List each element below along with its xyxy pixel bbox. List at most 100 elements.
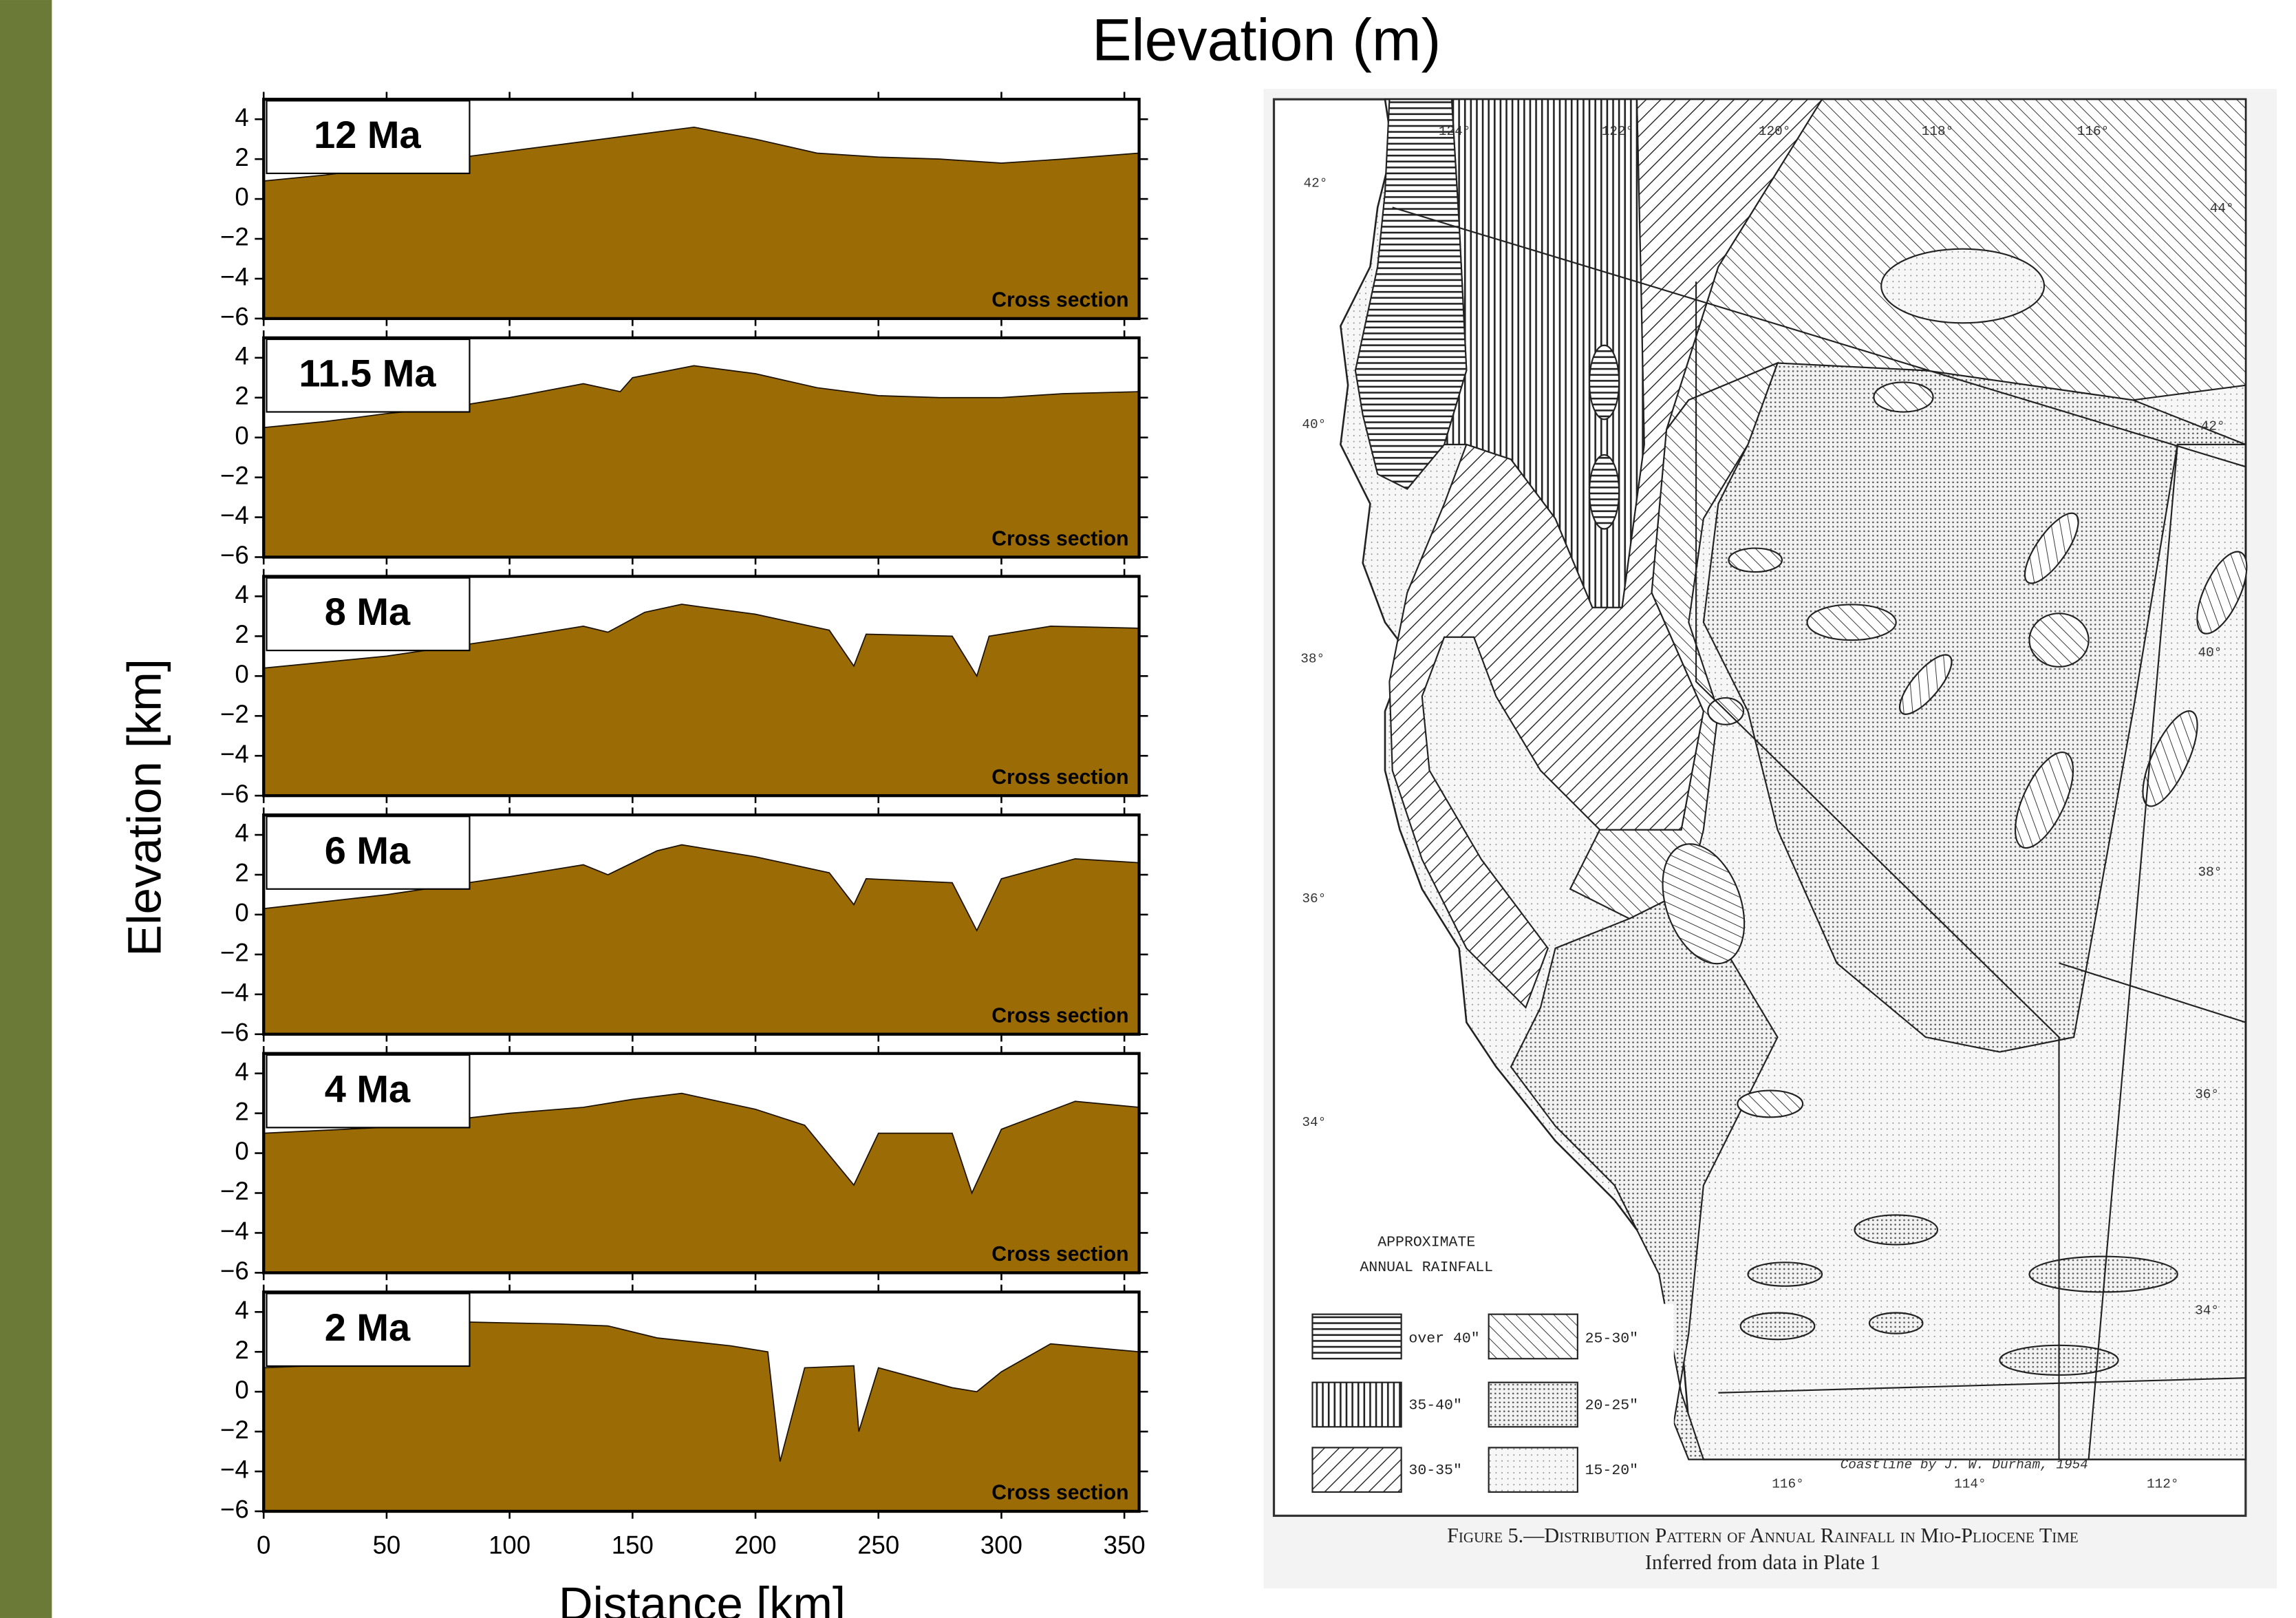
lat-label: 40°	[2198, 646, 2222, 661]
y-tick-label: 0	[235, 421, 248, 449]
lat-label: 34°	[2195, 1303, 2219, 1319]
map-credit: Coastline by J. W. Durham, 1954	[1841, 1458, 2088, 1473]
slide: Elevation (m) Elevation [km] Distance [k…	[0, 0, 2296, 1618]
x-tick-label: 300	[980, 1531, 1022, 1559]
legend-label: 25-30"	[1585, 1331, 1638, 1348]
y-tick-label: 0	[235, 899, 248, 927]
stripe-patch	[1589, 455, 1619, 529]
lat-label: 42°	[2201, 418, 2225, 434]
y-tick-label: 2	[235, 143, 248, 171]
y-tick-label: −6	[220, 1257, 249, 1285]
lat-label: 38°	[1300, 651, 1324, 666]
caption: Inferred from data in Plate 1	[1645, 1551, 1880, 1574]
lon-label: 116°	[1772, 1477, 1803, 1492]
y-tick-label: −2	[220, 1416, 249, 1444]
y-tick-label: 4	[235, 580, 248, 608]
y-tick-label: −4	[220, 978, 249, 1006]
lon-label: 122°	[1602, 124, 1633, 139]
lon-label: 116°	[2077, 124, 2109, 139]
legend-bg	[1318, 1215, 1541, 1289]
y-tick-label: −6	[220, 1018, 249, 1046]
y-tick-label: 0	[235, 1376, 248, 1404]
y-tick-label: −4	[220, 501, 249, 529]
lat-label: 36°	[2195, 1087, 2219, 1102]
y-tick-label: −6	[220, 1495, 249, 1524]
y-tick-label: −4	[220, 740, 249, 768]
x-tick-label: 150	[612, 1531, 654, 1559]
y-tick-label: −6	[220, 541, 249, 569]
lat-label: 38°	[2198, 864, 2222, 880]
y-tick-label: 4	[235, 342, 248, 370]
lat-label: 36°	[1302, 891, 1326, 906]
stripe-patch	[1589, 345, 1619, 420]
legend-swatch	[1489, 1314, 1578, 1359]
x-axis-label: Distance [km]	[559, 1577, 846, 1618]
caption: Figure 5.—Distribution Pattern of Annual…	[1447, 1524, 2079, 1547]
x-tick-label: 350	[1104, 1531, 1146, 1559]
lon-label: 112°	[2147, 1477, 2178, 1492]
y-tick-label: −4	[220, 263, 249, 291]
legend-label: 20-25"	[1585, 1397, 1638, 1414]
y-tick-label: 0	[235, 1137, 248, 1165]
panel-annotation: Cross section	[991, 1482, 1128, 1504]
lat-label: 44°	[2210, 201, 2234, 216]
panel-annotation: Cross section	[991, 1243, 1128, 1266]
panel-annotation: Cross section	[991, 766, 1128, 789]
legend-swatch	[1489, 1383, 1578, 1427]
slide-title: Elevation (m)	[1092, 7, 1441, 73]
side-bar	[0, 0, 52, 1618]
lon-label: 114°	[1954, 1477, 1986, 1492]
x-tick-label: 0	[257, 1531, 270, 1559]
x-tick-label: 200	[735, 1531, 777, 1559]
legend-label: over 40"	[1408, 1331, 1479, 1348]
x-tick-label: 250	[857, 1531, 899, 1559]
y-tick-label: 2	[235, 381, 248, 409]
y-tick-label: −2	[220, 223, 249, 251]
lat-label: 34°	[1302, 1115, 1326, 1130]
legend-swatch	[1489, 1447, 1578, 1492]
y-axis-label: Elevation [km]	[118, 659, 171, 957]
y-tick-label: −4	[220, 1217, 249, 1245]
lon-label: 120°	[1759, 124, 1790, 139]
y-tick-label: −2	[220, 700, 249, 728]
lat-label: 42°	[1304, 175, 1328, 191]
y-tick-label: 0	[235, 660, 248, 688]
lat-label: 40°	[1302, 417, 1326, 432]
panel-label: 6 Ma	[325, 829, 411, 872]
y-tick-label: −6	[220, 303, 249, 331]
y-tick-label: 2	[235, 620, 248, 648]
legend-swatch	[1312, 1383, 1401, 1427]
panel-label: 11.5 Ma	[299, 352, 436, 395]
y-tick-label: −4	[220, 1456, 249, 1484]
x-tick-label: 100	[489, 1531, 530, 1559]
rainfall-map: APPROXIMATE ANNUAL RAINFALL over 40" 35-…	[1263, 89, 2277, 1588]
panel-annotation: Cross section	[991, 289, 1128, 312]
y-tick-label: −2	[220, 939, 249, 967]
y-tick-label: −2	[220, 461, 249, 489]
legend-label: 15-20"	[1585, 1462, 1638, 1479]
y-tick-label: 2	[235, 859, 248, 887]
x-tick-label: 50	[373, 1531, 401, 1559]
y-tick-label: 4	[235, 1057, 248, 1085]
panel-label: 2 Ma	[325, 1306, 411, 1349]
lon-label: 118°	[1922, 124, 1953, 139]
panel-label: 12 Ma	[314, 113, 421, 156]
legend-label: 35-40"	[1408, 1397, 1461, 1414]
legend-title: ANNUAL RAINFALL	[1360, 1259, 1493, 1276]
legend-title: APPROXIMATE	[1377, 1235, 1475, 1251]
lon-label: 124°	[1439, 124, 1470, 139]
legend-swatch	[1312, 1447, 1401, 1492]
y-tick-label: −6	[220, 780, 249, 808]
legend-swatch	[1312, 1314, 1401, 1359]
legend-label: 30-35"	[1408, 1462, 1461, 1479]
panel-label: 8 Ma	[325, 590, 411, 633]
y-tick-label: −2	[220, 1177, 249, 1205]
page: Elevation (m) Elevation [km] Distance [k…	[0, 0, 2296, 1618]
y-tick-label: 4	[235, 1296, 248, 1324]
y-tick-label: 4	[235, 103, 248, 131]
y-tick-label: 4	[235, 819, 248, 847]
panel-annotation: Cross section	[991, 527, 1128, 550]
panel-label: 4 Ma	[325, 1067, 411, 1110]
panel-annotation: Cross section	[991, 1005, 1128, 1028]
y-tick-label: 0	[235, 183, 248, 211]
